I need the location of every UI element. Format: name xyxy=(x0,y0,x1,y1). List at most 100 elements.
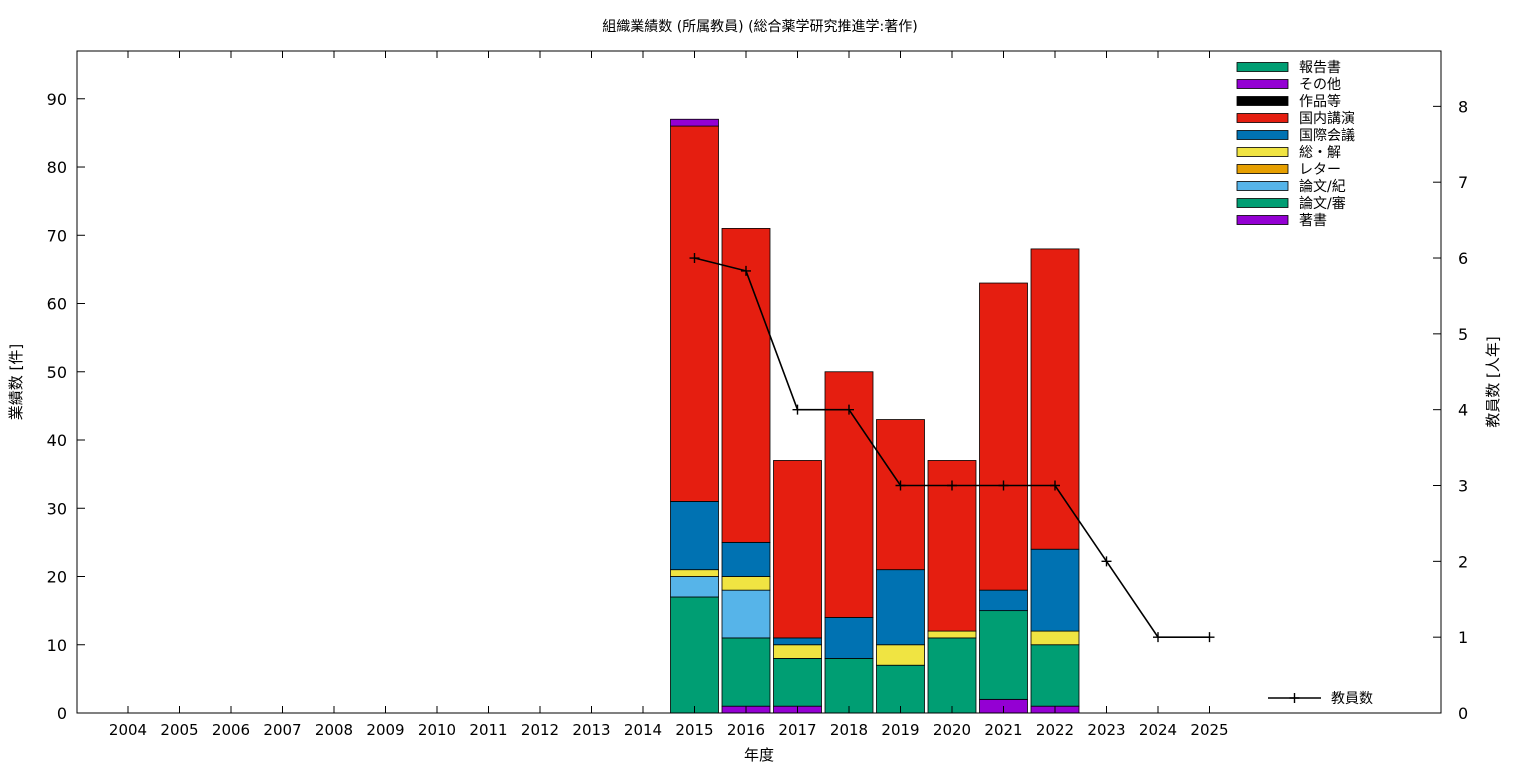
bar-segment xyxy=(773,637,822,646)
x-axis-label: 年度 xyxy=(744,746,774,764)
y-tick-label: 20 xyxy=(47,568,67,587)
line-point xyxy=(895,480,906,491)
x-axis: 2004 2005 2006 2007 2008 2009 2010 2011 2012 2013… xyxy=(109,51,1229,739)
line-point xyxy=(1204,632,1215,643)
y2-tick-label: 1 xyxy=(1458,628,1468,647)
bar-segment xyxy=(1030,548,1080,632)
y2-tick-label: 7 xyxy=(1458,173,1468,192)
bar-segment xyxy=(979,610,1028,700)
bar-segment xyxy=(670,501,719,571)
line-point xyxy=(1101,556,1112,567)
legend-swatch xyxy=(1236,113,1289,123)
legend-swatch xyxy=(1236,164,1289,174)
bar-segment xyxy=(824,617,874,659)
bar-layer xyxy=(670,118,1080,714)
legend-swatch xyxy=(1236,79,1289,89)
legend-swatch xyxy=(1236,198,1289,208)
legend-swatch xyxy=(1236,62,1289,72)
x-tick-label: 2021 xyxy=(984,721,1022,739)
legend-swatch xyxy=(1236,147,1289,157)
bar-segment xyxy=(721,541,771,577)
legend-label: 報告書 xyxy=(1299,60,1341,76)
bar-segment xyxy=(721,576,771,591)
line-point xyxy=(1050,480,1060,491)
x-tick-label: 2008 xyxy=(315,721,353,739)
legend-swatch xyxy=(1236,130,1289,140)
line-legend: 教員数 xyxy=(1268,691,1373,707)
bar-segment xyxy=(670,118,719,127)
legend-label: 国際会議 xyxy=(1299,127,1355,144)
x-tick-label: 2007 xyxy=(263,721,301,739)
bar-segment xyxy=(721,228,771,543)
line-point xyxy=(1153,632,1163,643)
y2-tick-label: 3 xyxy=(1458,477,1468,496)
y2-tick-label: 8 xyxy=(1458,97,1468,116)
line-layer xyxy=(689,253,1215,643)
y-tick-label: 40 xyxy=(47,431,67,450)
x-tick-label: 2017 xyxy=(778,721,816,739)
legend-label: 国内講演 xyxy=(1299,111,1355,127)
x-tick-label: 2023 xyxy=(1087,721,1125,739)
x-tick-label: 2005 xyxy=(160,721,198,739)
x-tick-label: 2004 xyxy=(109,721,147,739)
legend-label: 論文/紀 xyxy=(1299,179,1346,195)
bar-segment xyxy=(927,637,977,714)
line-point xyxy=(689,253,700,264)
bar-segment xyxy=(773,460,822,639)
x-tick-label: 2012 xyxy=(521,721,559,739)
bar-segment xyxy=(876,419,925,571)
x-tick-label: 2009 xyxy=(366,721,404,739)
x-tick-label: 2013 xyxy=(572,721,610,739)
bar-segment xyxy=(927,630,977,639)
legend-label: 総・解 xyxy=(1299,145,1341,161)
legend-label: レター xyxy=(1299,162,1341,178)
x-tick-label: 2016 xyxy=(727,721,765,739)
y-tick-label: 80 xyxy=(47,158,67,177)
legend-swatch xyxy=(1236,96,1289,106)
legend-swatch xyxy=(1236,215,1289,225)
bar-segment xyxy=(670,596,719,714)
bar-segment xyxy=(670,569,719,577)
line-legend-marker xyxy=(1289,693,1300,703)
chart-title: 組織業績数 (所属教員) (総合薬学研究推進学:著作) xyxy=(602,19,917,35)
bar-segment xyxy=(876,569,925,646)
y-tick-label: 90 xyxy=(47,90,67,109)
y-axis: 0 10 20 30 40 50 60 70 80 90 xyxy=(47,90,85,723)
x-tick-label: 2022 xyxy=(1036,721,1074,739)
y-tick-label: 60 xyxy=(47,295,67,314)
bar-segment xyxy=(979,589,1028,612)
x-tick-label: 2010 xyxy=(418,721,456,739)
legend-label: 著書 xyxy=(1299,213,1327,229)
bar-segment xyxy=(1030,630,1080,646)
line-point xyxy=(741,265,751,276)
bar-segment xyxy=(876,644,925,666)
bar-segment xyxy=(979,282,1028,591)
line-point xyxy=(792,404,803,415)
x-tick-label: 2011 xyxy=(469,721,507,739)
line-point xyxy=(844,404,854,415)
y2-tick-label: 0 xyxy=(1458,704,1468,723)
x-tick-label: 2020 xyxy=(933,721,971,739)
y-tick-label: 30 xyxy=(47,499,67,518)
x-tick-label: 2019 xyxy=(881,721,919,739)
legend-label: 作品等 xyxy=(1299,93,1341,110)
bar-segment xyxy=(876,664,925,714)
line-legend-label: 教員数 xyxy=(1331,691,1373,707)
legend-swatch xyxy=(1236,181,1289,191)
y2-tick-label: 2 xyxy=(1458,552,1468,571)
plot-frame xyxy=(76,50,1442,714)
bar-segment xyxy=(1030,644,1080,707)
y2-axis: 0 1 2 3 4 5 6 7 8 xyxy=(1433,97,1468,723)
bar-segment xyxy=(824,658,874,714)
y2-axis-label: 教員数 [人年] xyxy=(1484,336,1502,427)
x-tick-label: 2006 xyxy=(212,721,250,739)
legend-label: その他 xyxy=(1299,77,1341,93)
x-tick-label: 2025 xyxy=(1190,721,1228,739)
line-point xyxy=(998,480,1009,491)
legend-label: 論文/審 xyxy=(1299,196,1346,212)
y-tick-label: 10 xyxy=(47,636,67,655)
y2-tick-label: 4 xyxy=(1458,401,1468,420)
bar-segment xyxy=(670,125,719,502)
